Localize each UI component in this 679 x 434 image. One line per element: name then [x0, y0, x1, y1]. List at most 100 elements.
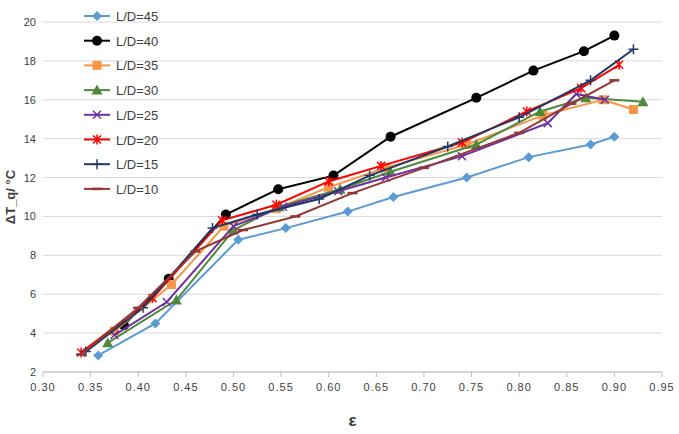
data-point: [609, 132, 619, 142]
x-tick: [138, 372, 139, 377]
x-tick-label: 0.95: [649, 381, 674, 393]
legend-label: L/D=30: [116, 83, 158, 98]
legend-marker: [93, 111, 101, 119]
data-point: [609, 31, 619, 41]
data-point: [325, 176, 333, 186]
data-point: [163, 298, 171, 306]
data-point: [150, 318, 160, 328]
grid-line: [43, 216, 662, 217]
x-axis-line: [43, 372, 662, 373]
legend: L/D=45 L/D=40 L/D=35 L/D=30 L/D=25 L/D=20 L/D=…: [84, 9, 158, 197]
data-point: [233, 235, 243, 245]
data-point: [528, 66, 538, 76]
data-point: [514, 112, 524, 122]
x-tick: [376, 372, 377, 377]
data-point: [273, 184, 283, 194]
x-tick: [328, 372, 329, 377]
data-point: [348, 192, 358, 195]
x-tick-label: 0.90: [602, 381, 627, 393]
data-point: [238, 229, 248, 232]
data-point: [419, 167, 429, 170]
data-point: [290, 215, 300, 218]
x-tick-label: 0.65: [364, 381, 389, 393]
y-tick-label: 2: [30, 366, 36, 378]
legend-label: L/D=45: [116, 9, 158, 24]
x-tick-label: 0.30: [30, 381, 55, 393]
x-tick: [43, 372, 44, 377]
x-tick: [281, 372, 282, 377]
data-point: [365, 171, 375, 181]
y-tick-label: 16: [24, 94, 36, 106]
data-point: [524, 152, 534, 162]
y-tick-label: 4: [30, 327, 36, 339]
data-point: [133, 307, 143, 310]
series-line: [108, 98, 643, 343]
x-tick-label: 0.50: [221, 381, 246, 393]
legend-marker: [93, 61, 102, 70]
x-tick: [614, 372, 615, 377]
data-point: [76, 353, 86, 356]
data-point: [471, 93, 481, 103]
plot-area: [76, 31, 648, 361]
x-tick: [471, 372, 472, 377]
x-tick: [519, 372, 520, 377]
data-point: [601, 96, 609, 104]
data-point: [388, 192, 398, 202]
y-tick-label: 6: [30, 288, 36, 300]
data-point: [314, 194, 324, 204]
chart: 24681012141618200.300.350.400.450.500.55…: [0, 0, 679, 434]
data-point: [567, 102, 577, 105]
legend-label: L/D=15: [116, 157, 158, 172]
grid-line: [43, 255, 662, 256]
x-tick: [233, 372, 234, 377]
legend-label: L/D=25: [116, 108, 158, 123]
data-point: [579, 46, 589, 56]
legend-marker: [92, 36, 102, 46]
data-point: [544, 119, 552, 127]
y-axis-title: ΔT_q/ °C: [3, 169, 18, 224]
grid-line: [43, 372, 662, 373]
x-tick-label: 0.45: [173, 381, 198, 393]
data-point: [628, 44, 638, 54]
legend-label: L/D=20: [116, 133, 158, 148]
y-tick-label: 18: [24, 55, 36, 67]
legend-line: [84, 188, 110, 190]
data-point: [514, 132, 524, 135]
legend-marker: [92, 159, 102, 169]
legend-label: L/D=35: [116, 58, 158, 73]
legend-marker: [92, 11, 102, 21]
x-tick-label: 0.75: [459, 381, 484, 393]
grid-line: [43, 294, 662, 295]
x-tick-label: 0.85: [554, 381, 579, 393]
x-tick-label: 0.60: [316, 381, 341, 393]
data-point: [609, 79, 619, 82]
x-tick: [662, 372, 663, 377]
data-point: [629, 105, 638, 114]
y-tick-label: 12: [24, 172, 36, 184]
y-tick-label: 14: [24, 133, 36, 145]
data-point: [386, 132, 396, 142]
series-line: [114, 100, 633, 331]
y-tick-label: 20: [24, 16, 36, 28]
data-point: [190, 250, 200, 253]
legend-label: L/D=10: [116, 182, 158, 197]
data-point: [586, 75, 596, 85]
data-point: [637, 96, 648, 106]
x-tick: [423, 372, 424, 377]
x-tick-label: 0.70: [411, 381, 436, 393]
legend-marker: [92, 188, 102, 191]
data-point: [586, 140, 596, 150]
series-line: [86, 49, 634, 351]
x-tick-label: 0.80: [506, 381, 531, 393]
x-tick-label: 0.35: [78, 381, 103, 393]
data-point: [252, 210, 262, 220]
x-tick: [185, 372, 186, 377]
legend-marker: [92, 85, 103, 95]
data-point: [281, 223, 291, 233]
data-point: [462, 173, 472, 183]
legend-label: L/D=40: [116, 34, 158, 49]
x-axis-title: ε: [348, 411, 356, 430]
data-point: [343, 207, 353, 217]
x-tick-label: 0.55: [268, 381, 293, 393]
y-tick-label: 8: [30, 249, 36, 261]
